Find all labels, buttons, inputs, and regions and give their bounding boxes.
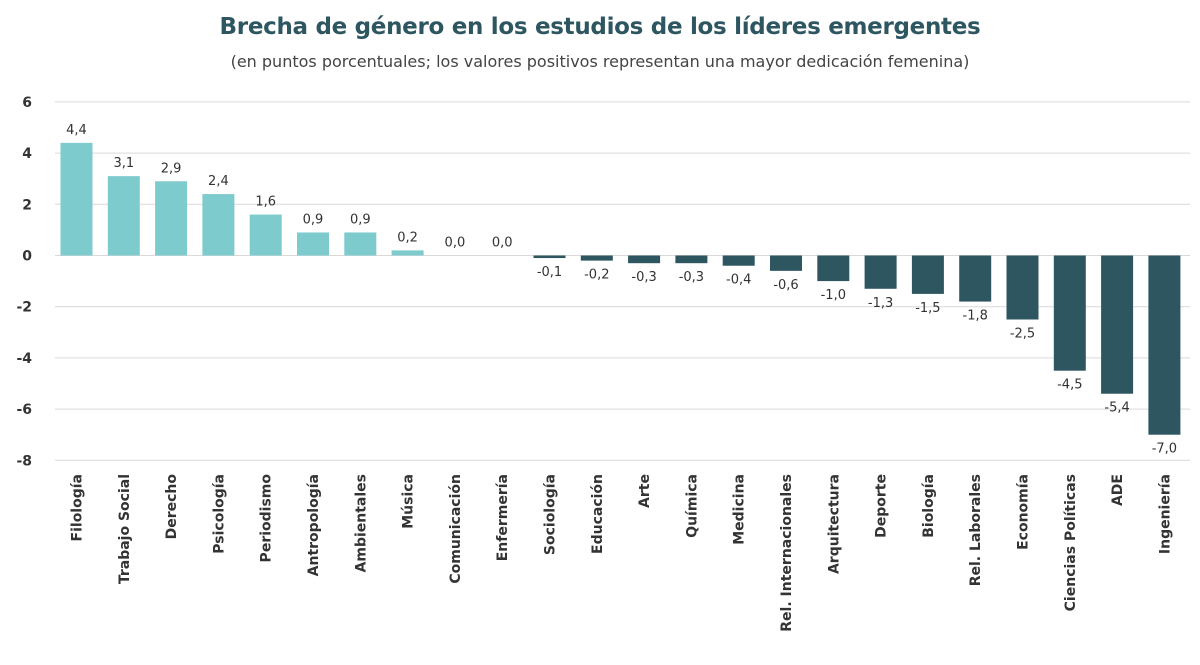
chart-title: Brecha de género en los estudios de los … [219, 14, 981, 40]
bar [60, 142, 93, 256]
data-label: 0,0 [492, 236, 513, 251]
category-label: Química [684, 474, 700, 538]
data-label: -1,0 [821, 288, 846, 303]
category-label: Economía [1016, 474, 1032, 550]
bar [864, 255, 897, 289]
category-label: Música [401, 474, 417, 529]
data-label: 0,9 [303, 212, 324, 227]
category-label: Arquitectura [826, 474, 842, 574]
bar [1006, 255, 1039, 320]
data-label: 2,4 [208, 174, 229, 189]
data-label: 2,9 [161, 161, 182, 176]
data-label: -0,4 [726, 273, 751, 288]
data-label: -1,8 [963, 309, 988, 324]
category-label: Psicología [211, 474, 227, 554]
bar [107, 176, 140, 256]
bar [1053, 255, 1086, 371]
data-label: -1,3 [868, 296, 893, 311]
category-label: Comunicación [448, 474, 464, 584]
bar [202, 194, 235, 256]
data-label: -0,1 [537, 265, 562, 280]
category-label: Trabajo Social [117, 474, 133, 584]
bar [817, 255, 850, 282]
chart-subtitle: (en puntos porcentuales; los valores pos… [230, 52, 970, 71]
data-label: 1,6 [255, 195, 276, 210]
gridlines [55, 101, 1190, 461]
bar [580, 255, 613, 261]
data-label: -5,4 [1104, 401, 1129, 416]
bar [249, 214, 282, 256]
data-label: -7,0 [1152, 442, 1177, 457]
category-label: Sociología [543, 474, 559, 555]
category-label: Medicina [732, 474, 748, 545]
category-label: Ingeniería [1157, 474, 1173, 554]
data-label: -0,3 [631, 270, 656, 285]
data-label: -4,5 [1057, 378, 1082, 393]
bar [533, 255, 566, 259]
category-label: Antropología [306, 474, 322, 576]
data-labels: 4,4 3,1 2,9 2,4 1,6 0,9 0,9 0,2 0,0 0,0 -0,1 -0,2 -0… [66, 123, 1177, 457]
category-label: Educación [590, 474, 606, 554]
data-label: -1,5 [915, 301, 940, 316]
y-tick-label: 0 [22, 249, 32, 265]
data-label: -0,6 [773, 278, 798, 293]
category-label: Ciencias Políticas [1063, 474, 1079, 611]
category-label: Arte [637, 474, 653, 508]
y-tick-label: -6 [16, 402, 32, 418]
bar [675, 255, 708, 264]
category-label: Rel. Internacionales [779, 474, 795, 632]
category-label: Ambientales [353, 474, 369, 572]
y-tick-label: 4 [22, 146, 32, 162]
bar [391, 250, 424, 256]
data-label: 0,0 [445, 236, 466, 251]
data-label: 0,2 [397, 230, 418, 245]
bar [911, 255, 944, 294]
category-label: Derecho [164, 474, 180, 540]
bar [628, 255, 661, 264]
bar [297, 232, 329, 256]
bar [959, 255, 992, 302]
category-label: Enfermería [495, 474, 511, 561]
y-tick-label: 2 [22, 197, 32, 213]
category-label: Filología [70, 474, 86, 541]
data-label: -0,3 [679, 270, 704, 285]
category-label: Deporte [874, 474, 890, 538]
category-label: ADE [1110, 474, 1126, 506]
data-label: -0,2 [584, 268, 609, 283]
category-label: Rel. Laborales [968, 474, 984, 586]
y-tick-label: -2 [16, 300, 32, 316]
data-label: 4,4 [66, 123, 87, 138]
y-tick-label: 6 [22, 95, 32, 111]
y-tick-label: -4 [16, 351, 32, 367]
bar [1148, 255, 1181, 435]
bar [344, 232, 377, 256]
bar [770, 255, 802, 271]
x-axis: Filología Trabajo Social Derecho Psicología… [70, 474, 1174, 632]
bars [60, 142, 1181, 435]
data-label: 3,1 [113, 156, 134, 171]
bar [155, 181, 188, 256]
y-tick-label: -8 [16, 453, 32, 469]
y-axis: 6 4 2 0 -2 -4 -6 -8 [16, 95, 32, 469]
data-label: -2,5 [1010, 327, 1035, 342]
category-label: Biología [921, 474, 937, 538]
data-label: 0,9 [350, 212, 371, 227]
category-label: Periodismo [259, 474, 275, 563]
bar [722, 255, 755, 266]
bar [1101, 255, 1134, 394]
